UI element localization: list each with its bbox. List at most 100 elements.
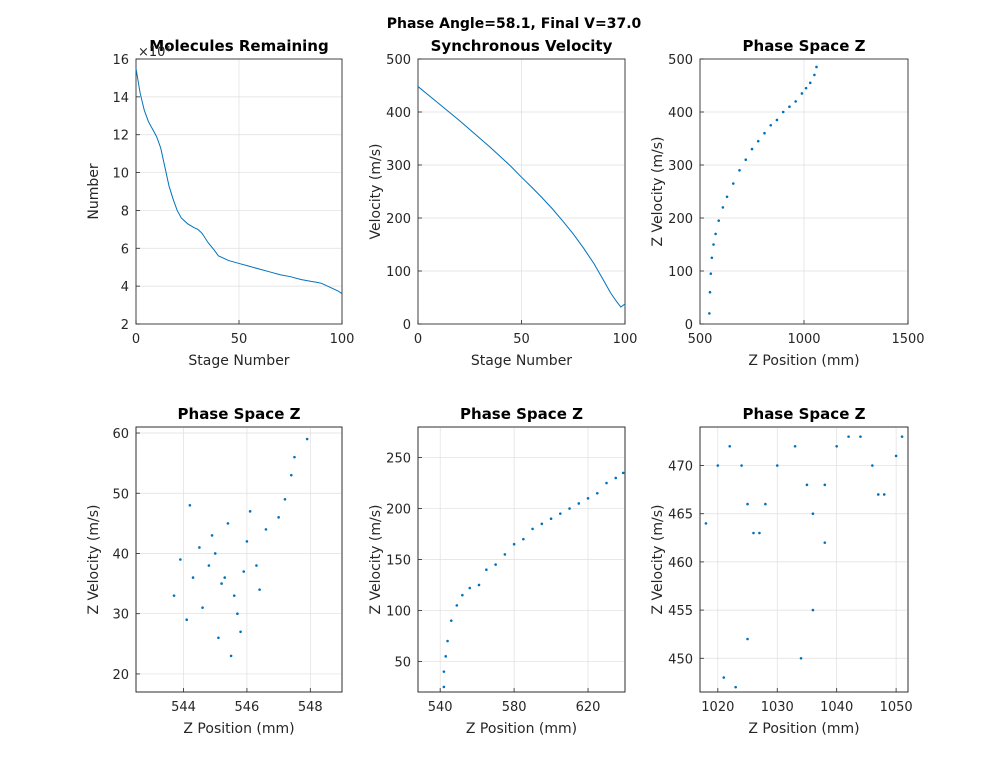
data-point	[808, 81, 812, 85]
plot-area	[699, 426, 909, 693]
y-axis-label: Z Velocity (m/s)	[368, 505, 384, 615]
y-tick-label: 300	[668, 159, 693, 174]
data-point	[277, 516, 280, 519]
data-point	[876, 493, 880, 496]
data-point	[900, 435, 904, 438]
axes-border	[699, 58, 909, 325]
data-point	[442, 685, 446, 689]
data-point	[232, 594, 236, 597]
data-point	[179, 558, 182, 561]
data-point	[738, 169, 741, 172]
data-point	[805, 483, 809, 487]
y-tick-label: 200	[386, 212, 411, 227]
y-tick-label: 12	[112, 129, 129, 144]
data-point	[811, 608, 815, 612]
data-point	[289, 473, 293, 477]
y-tick-label: 465	[668, 508, 693, 523]
data-point	[236, 612, 239, 616]
y-tick-label: 0	[403, 318, 411, 333]
y-tick-label: 4	[121, 280, 129, 295]
data-point	[721, 206, 725, 209]
y-tick-label: 500	[386, 53, 411, 68]
data-point	[704, 522, 708, 525]
data-point	[859, 435, 862, 438]
data-point	[740, 464, 743, 467]
x-tick-label: 548	[298, 700, 323, 715]
data-point	[823, 541, 827, 544]
data-point	[446, 639, 449, 643]
data-point	[750, 147, 754, 151]
y-tick-label: 100	[386, 604, 411, 619]
data-point	[207, 564, 211, 567]
chart-title: Synchronous Velocity	[431, 37, 613, 55]
x-tick-label: 580	[502, 700, 527, 715]
data-point	[710, 256, 714, 260]
x-tick-label: 1040	[820, 700, 853, 715]
y-tick-label: 460	[668, 556, 693, 571]
data-point	[781, 110, 785, 114]
y-tick-label: 50	[112, 487, 129, 502]
data-point	[756, 139, 760, 143]
x-tick-label: 100	[330, 332, 355, 347]
chart-title: Phase Space Z	[460, 405, 583, 423]
data-point	[813, 73, 816, 77]
y-tick-label: 250	[386, 452, 411, 467]
data-point	[258, 588, 261, 591]
y-tick-label: 10	[112, 167, 129, 182]
data-point	[477, 583, 481, 587]
data-point	[191, 576, 195, 579]
data-point	[242, 570, 246, 573]
data-point	[794, 100, 797, 103]
axes-layer: 0 50 100 2 4 6 8 10 12 14 16 Molecules Remaining Sta…	[86, 37, 925, 737]
y-tick-label: 100	[668, 265, 693, 280]
data-point	[871, 464, 874, 467]
data-point	[595, 491, 599, 495]
y-tick-label: 14	[112, 91, 129, 106]
data-point	[540, 522, 544, 526]
data-point	[800, 92, 804, 95]
x-axis-label: Stage Number	[188, 353, 289, 369]
data-point	[882, 493, 886, 496]
data-point	[485, 568, 488, 571]
data-point	[494, 563, 497, 566]
data-point	[734, 685, 737, 689]
data-point	[245, 540, 249, 543]
y-tick-label: 400	[668, 106, 693, 121]
axes-border	[135, 58, 343, 325]
x-axis-label: Z Position (mm)	[748, 721, 859, 737]
data-point	[449, 619, 453, 622]
axes-border	[417, 426, 626, 693]
y-tick-label: 0	[685, 318, 693, 333]
data-point	[614, 476, 618, 480]
data-point	[708, 290, 712, 294]
chart-title: Phase Space Z	[743, 37, 866, 55]
data-point	[775, 464, 779, 467]
x-tick-label: 500	[688, 332, 713, 347]
y-tick-label: 470	[668, 460, 693, 475]
y-tick-label: 300	[386, 159, 411, 174]
data-point	[568, 507, 571, 510]
data-point	[577, 502, 581, 505]
figure-title: Phase Angle=58.1, Final V=37.0	[387, 16, 642, 32]
data-point	[793, 444, 797, 448]
data-point	[823, 483, 827, 487]
data-point	[835, 444, 838, 448]
axes-border	[135, 426, 343, 693]
data-point	[722, 676, 726, 679]
data-point	[775, 118, 779, 122]
x-tick-label: 1050	[880, 700, 913, 715]
data-point	[847, 435, 850, 438]
x-tick-label: 50	[513, 332, 530, 347]
y-tick-label: 200	[386, 503, 411, 518]
data-point	[210, 534, 214, 537]
y-tick-label: 16	[112, 53, 129, 68]
data-point	[746, 637, 749, 641]
data-point	[172, 594, 176, 597]
chart-3: 500 1000 1500 0 100 200 300 400 500 Phase Space Z…	[650, 37, 925, 369]
data-point	[744, 158, 748, 161]
data-point	[239, 630, 242, 634]
y-tick-label: 60	[112, 427, 129, 442]
axes-border	[699, 426, 909, 693]
x-axis-label: Z Position (mm)	[748, 353, 859, 369]
data-point	[621, 471, 625, 475]
